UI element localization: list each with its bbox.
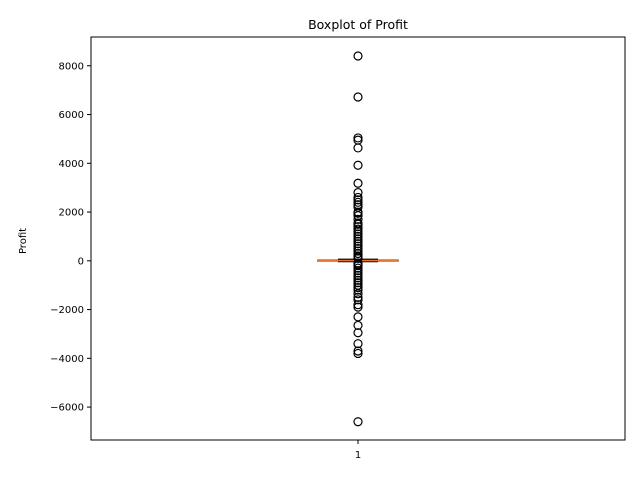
outlier-point	[353, 273, 363, 283]
plot-area	[317, 51, 399, 427]
outlier-point	[353, 283, 363, 293]
outlier-point	[353, 224, 363, 234]
y-axis-ticks: −6000 −4000 −2000 0 2000 4000 6000 8000	[50, 61, 91, 414]
outlier-point	[353, 222, 363, 232]
outlier-point	[353, 92, 363, 102]
y-tick-label: −2000	[50, 305, 84, 316]
outlier-point	[353, 219, 363, 229]
outlier-point	[353, 263, 363, 273]
chart-title: Boxplot of Profit	[308, 17, 408, 32]
outlier-point	[353, 320, 363, 331]
outlier-point	[353, 239, 363, 249]
outlier-point	[353, 248, 363, 259]
outlier-point	[353, 292, 363, 302]
outlier-point	[353, 328, 363, 338]
outlier-point	[353, 270, 363, 281]
outlier-point	[353, 261, 363, 271]
y-tick-label: 2000	[59, 208, 84, 219]
y-tick-label: 4000	[59, 159, 84, 170]
outlier-point	[353, 253, 363, 263]
outlier-point	[353, 268, 363, 278]
y-tick-label: 0	[78, 256, 84, 267]
outlier-point	[353, 51, 363, 61]
outlier-point	[353, 302, 363, 312]
y-tick-label: 8000	[59, 61, 84, 72]
outlier-point	[353, 192, 363, 203]
outlier-point	[353, 278, 363, 288]
outlier-point	[353, 214, 363, 224]
outlier-point	[353, 265, 363, 276]
outlier-point	[353, 275, 363, 285]
outlier-point	[353, 348, 363, 359]
y-tick-label: −4000	[50, 354, 84, 365]
y-tick-label: 6000	[59, 110, 84, 121]
outlier-point	[353, 339, 363, 349]
outlier-point	[353, 346, 363, 356]
y-tick-label: −6000	[50, 403, 84, 414]
outlier-point	[353, 300, 363, 310]
outlier-point	[353, 187, 363, 198]
outlier-point	[353, 234, 363, 244]
outlier-point	[353, 143, 363, 153]
outlier-point	[353, 289, 363, 299]
outlier-point	[353, 195, 363, 205]
x-axis-ticks: 1	[355, 440, 361, 461]
outlier-point	[353, 312, 363, 322]
x-tick-label: 1	[355, 450, 361, 461]
outlier-point	[353, 197, 363, 207]
outlier-point	[353, 226, 363, 237]
outlier-point	[353, 246, 363, 256]
outlier-point	[353, 229, 363, 239]
outlier-point	[353, 285, 363, 295]
outlier-point	[353, 208, 363, 218]
outlier-point	[353, 295, 363, 305]
outlier-point	[353, 160, 363, 170]
outlier-point	[353, 231, 363, 242]
outlier-point	[353, 241, 363, 251]
y-axis-label: Profit	[18, 228, 29, 254]
outlier-point	[353, 417, 363, 427]
outlier-point	[353, 236, 363, 246]
outlier-point	[353, 178, 363, 188]
